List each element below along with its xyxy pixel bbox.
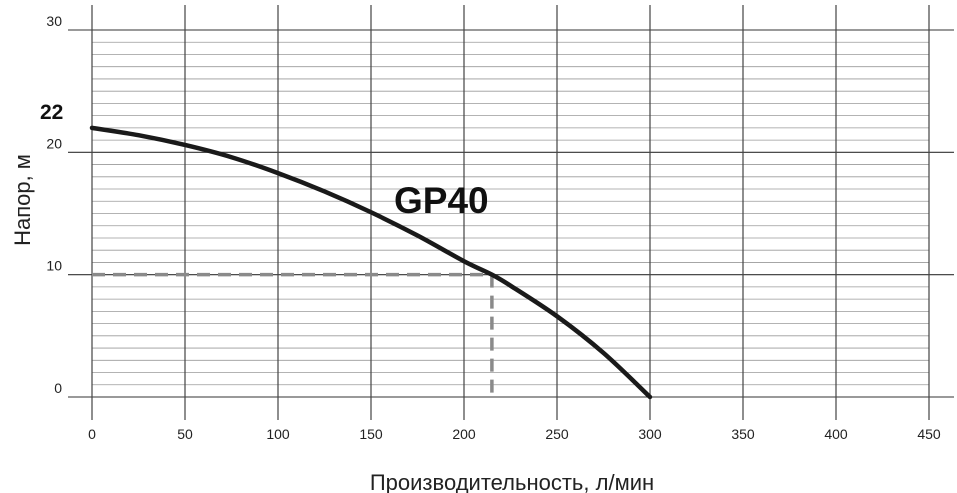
y-tick-label: 10	[46, 258, 62, 274]
x-tick-label: 150	[359, 426, 383, 442]
max-head-label: 22	[40, 101, 63, 124]
series-layer	[89, 125, 653, 400]
series-label-gp40: GP40	[394, 180, 489, 221]
y-tick-label: 30	[46, 13, 62, 29]
x-tick-label: 450	[917, 426, 941, 442]
x-tick-label: 400	[824, 426, 848, 442]
x-tick-label: 100	[266, 426, 290, 442]
tick-labels: 0 50 100 150 200 250 300 350 400 450 0 10 20 30	[46, 13, 940, 442]
x-axis-title: Производительность, л/мин	[370, 470, 654, 493]
operating-point-guides	[92, 272, 494, 397]
x-tick-label: 200	[452, 426, 476, 442]
series-line-gp40	[89, 125, 653, 400]
x-tick-label: 0	[88, 426, 96, 442]
x-tick-label: 300	[638, 426, 662, 442]
grid	[68, 5, 954, 420]
x-tick-label: 350	[731, 426, 755, 442]
x-tick-label: 50	[177, 426, 193, 442]
y-axis-title: Напор, м	[10, 154, 35, 246]
x-tick-label: 250	[545, 426, 569, 442]
y-tick-label: 0	[54, 380, 62, 396]
y-tick-label: 20	[46, 135, 62, 151]
